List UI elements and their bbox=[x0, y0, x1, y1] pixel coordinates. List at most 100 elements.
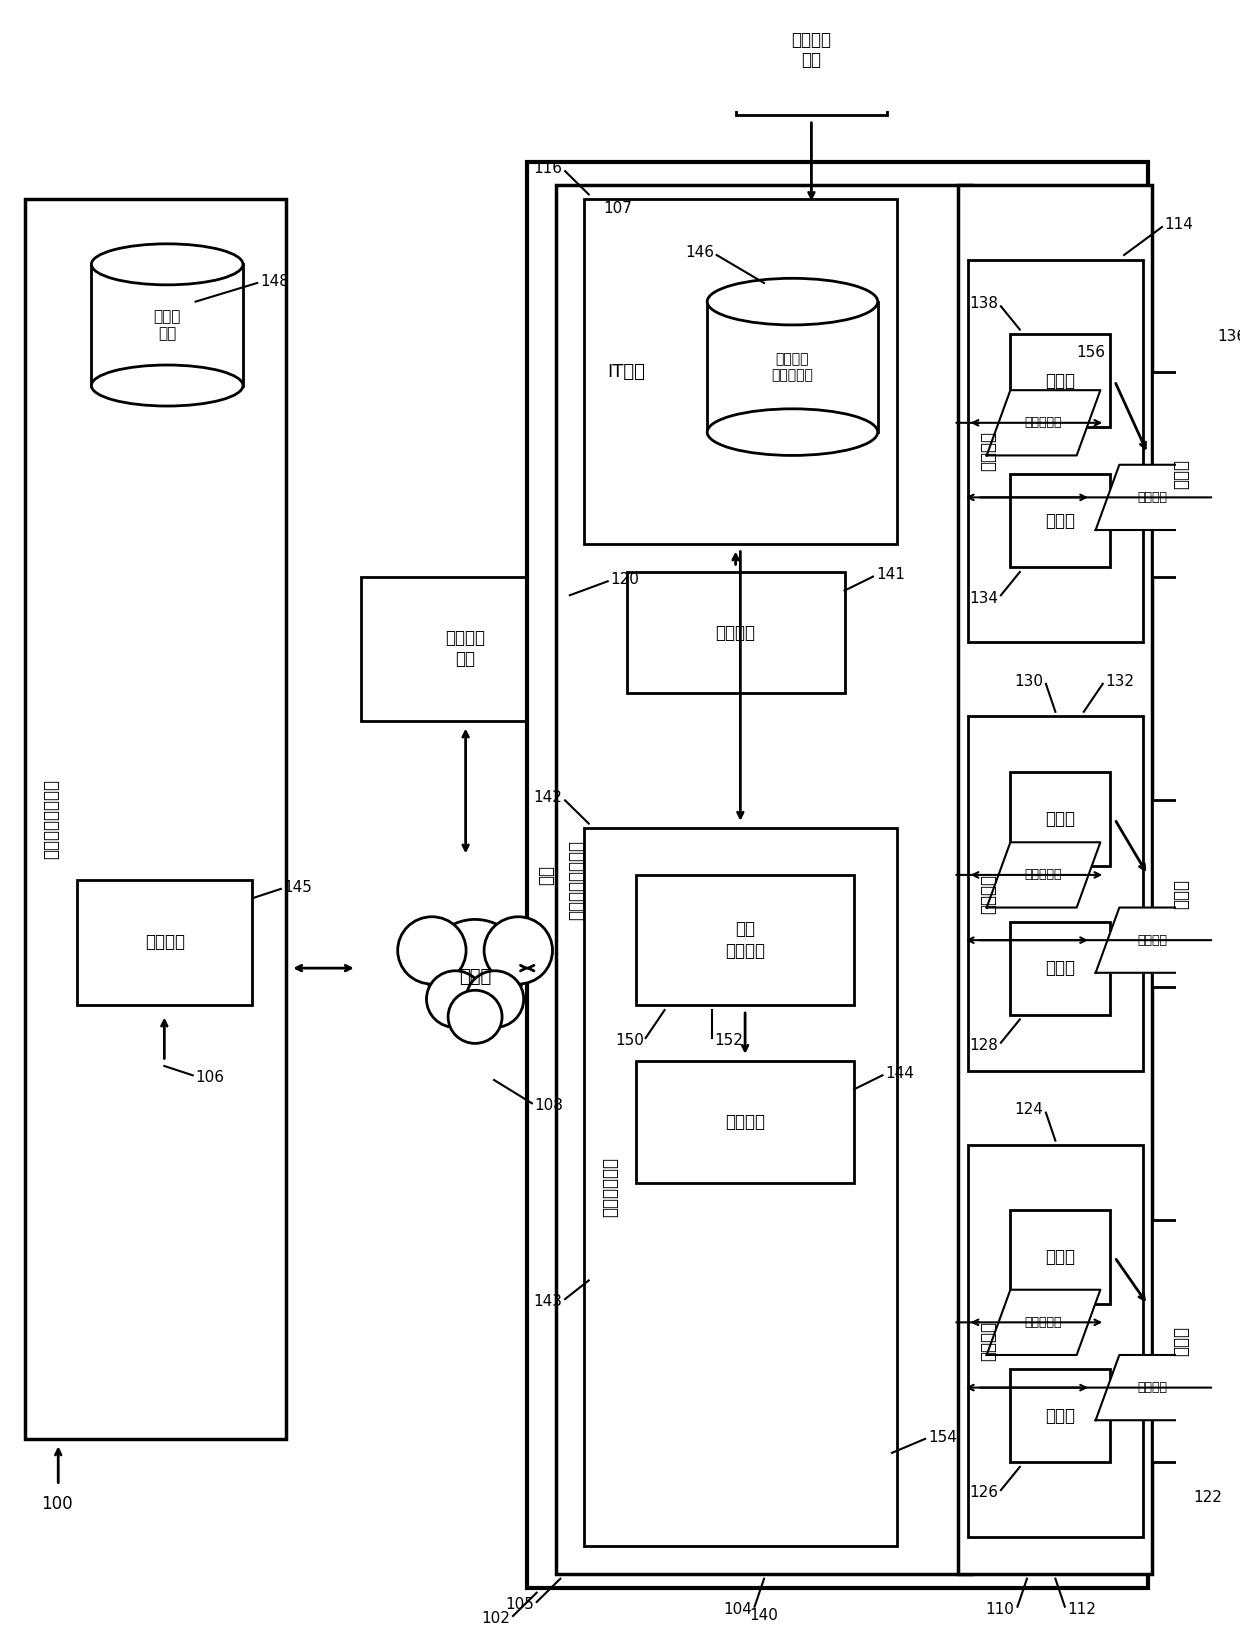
Bar bbox=[584, 200, 897, 544]
Text: 控制器: 控制器 bbox=[1045, 810, 1075, 828]
Text: 136: 136 bbox=[1216, 328, 1240, 343]
Text: 130: 130 bbox=[1014, 673, 1043, 688]
Text: 传感器: 传感器 bbox=[1045, 959, 1075, 977]
Text: 传感器数据: 传感器数据 bbox=[1024, 1315, 1063, 1328]
Bar bbox=[1152, 800, 1209, 987]
Text: 128: 128 bbox=[970, 1038, 998, 1053]
Polygon shape bbox=[1096, 465, 1209, 530]
Bar bbox=[967, 1145, 1143, 1536]
Bar bbox=[1011, 921, 1110, 1015]
Text: 传感器: 传感器 bbox=[1045, 512, 1075, 530]
Text: 传感器: 传感器 bbox=[1045, 1406, 1075, 1424]
Bar bbox=[1011, 1370, 1110, 1462]
Ellipse shape bbox=[92, 365, 243, 406]
Text: 传感器数据: 传感器数据 bbox=[1024, 416, 1063, 429]
Text: 驱动器: 驱动器 bbox=[1172, 1327, 1190, 1356]
Polygon shape bbox=[987, 389, 1100, 455]
Bar bbox=[77, 879, 253, 1005]
Text: 命令: 命令 bbox=[735, 921, 755, 937]
Text: 152: 152 bbox=[714, 1033, 744, 1048]
Bar bbox=[707, 302, 878, 432]
Text: 132: 132 bbox=[1106, 673, 1135, 688]
Bar bbox=[1011, 772, 1110, 866]
Bar bbox=[527, 162, 1148, 1587]
Text: 远程计算资源环境: 远程计算资源环境 bbox=[42, 779, 61, 860]
Text: 114: 114 bbox=[1164, 216, 1194, 231]
Text: 钒机: 钒机 bbox=[537, 865, 556, 884]
Text: 138: 138 bbox=[968, 295, 998, 310]
Text: 141: 141 bbox=[875, 568, 905, 582]
Text: 广域网: 广域网 bbox=[459, 969, 491, 987]
Text: 124: 124 bbox=[1014, 1102, 1043, 1117]
Text: 协调控制: 协调控制 bbox=[725, 942, 765, 960]
Bar bbox=[1011, 1211, 1110, 1304]
Text: 现场用户
装置: 现场用户 装置 bbox=[791, 31, 831, 69]
Circle shape bbox=[484, 917, 553, 983]
Bar bbox=[967, 259, 1143, 642]
Bar bbox=[1152, 371, 1209, 576]
Bar bbox=[584, 828, 897, 1546]
Text: 156: 156 bbox=[1076, 345, 1106, 360]
Ellipse shape bbox=[92, 244, 243, 285]
Text: 105: 105 bbox=[505, 1597, 534, 1612]
Text: 148: 148 bbox=[260, 274, 289, 289]
Text: 监测过程: 监测过程 bbox=[715, 624, 755, 642]
Text: 107: 107 bbox=[603, 201, 632, 216]
Bar bbox=[556, 185, 972, 1574]
Circle shape bbox=[425, 919, 525, 1016]
Text: 中央系统: 中央系统 bbox=[980, 431, 997, 470]
Text: 120: 120 bbox=[610, 573, 640, 587]
Text: 控制数据: 控制数据 bbox=[1137, 934, 1168, 947]
Bar bbox=[636, 874, 854, 1005]
Text: 150: 150 bbox=[615, 1033, 644, 1048]
Text: 钒机计算资源环境: 钒机计算资源环境 bbox=[568, 840, 585, 919]
Text: 144: 144 bbox=[885, 1066, 914, 1081]
Bar bbox=[959, 185, 1152, 1574]
Bar bbox=[735, 0, 887, 116]
Polygon shape bbox=[987, 842, 1100, 908]
Bar bbox=[1011, 335, 1110, 427]
Text: 110: 110 bbox=[986, 1602, 1014, 1617]
Text: 122: 122 bbox=[1193, 1490, 1223, 1505]
Bar bbox=[636, 1061, 854, 1183]
Text: 控制数据: 控制数据 bbox=[1137, 1381, 1168, 1394]
Ellipse shape bbox=[707, 409, 878, 455]
Text: 传感器数据: 传感器数据 bbox=[1024, 868, 1063, 881]
Text: 112: 112 bbox=[1068, 1602, 1096, 1617]
Text: 传感器
数据: 传感器 数据 bbox=[154, 309, 181, 342]
Text: 控制过程: 控制过程 bbox=[145, 934, 185, 952]
Text: 控制器: 控制器 bbox=[1045, 1247, 1075, 1266]
Circle shape bbox=[466, 970, 523, 1028]
Text: IT系统: IT系统 bbox=[608, 363, 646, 381]
Text: 108: 108 bbox=[534, 1097, 564, 1112]
Text: 146: 146 bbox=[684, 244, 714, 259]
Bar bbox=[1152, 1219, 1209, 1462]
Text: 控制器: 控制器 bbox=[1045, 371, 1075, 389]
Text: 流体系统: 流体系统 bbox=[980, 873, 997, 914]
Circle shape bbox=[398, 917, 466, 983]
Polygon shape bbox=[1096, 908, 1209, 974]
Text: 102: 102 bbox=[481, 1612, 510, 1627]
Text: 140: 140 bbox=[750, 1609, 779, 1624]
Text: 126: 126 bbox=[968, 1485, 998, 1500]
Text: 监督控制系统: 监督控制系统 bbox=[601, 1157, 620, 1218]
Circle shape bbox=[427, 970, 484, 1028]
Text: 142: 142 bbox=[533, 790, 562, 805]
Bar bbox=[626, 573, 844, 693]
Text: 经加感器
传感器数据: 经加感器 传感器数据 bbox=[771, 351, 813, 383]
Text: 控制过程: 控制过程 bbox=[725, 1114, 765, 1130]
Bar bbox=[25, 200, 285, 1439]
Polygon shape bbox=[1096, 1355, 1209, 1421]
Text: 104: 104 bbox=[723, 1602, 751, 1617]
Text: 100: 100 bbox=[41, 1495, 73, 1513]
Text: 场外用户
装置: 场外用户 装置 bbox=[445, 629, 486, 668]
Text: 116: 116 bbox=[533, 160, 562, 177]
Text: 驱动器: 驱动器 bbox=[1172, 459, 1190, 488]
Bar bbox=[1011, 474, 1110, 568]
Text: 驱动器: 驱动器 bbox=[1172, 878, 1190, 909]
Bar bbox=[361, 576, 570, 721]
Text: 143: 143 bbox=[533, 1294, 562, 1310]
Text: 井下系统: 井下系统 bbox=[980, 1322, 997, 1361]
Text: 控制数据: 控制数据 bbox=[1137, 492, 1168, 503]
Text: 154: 154 bbox=[928, 1429, 957, 1444]
